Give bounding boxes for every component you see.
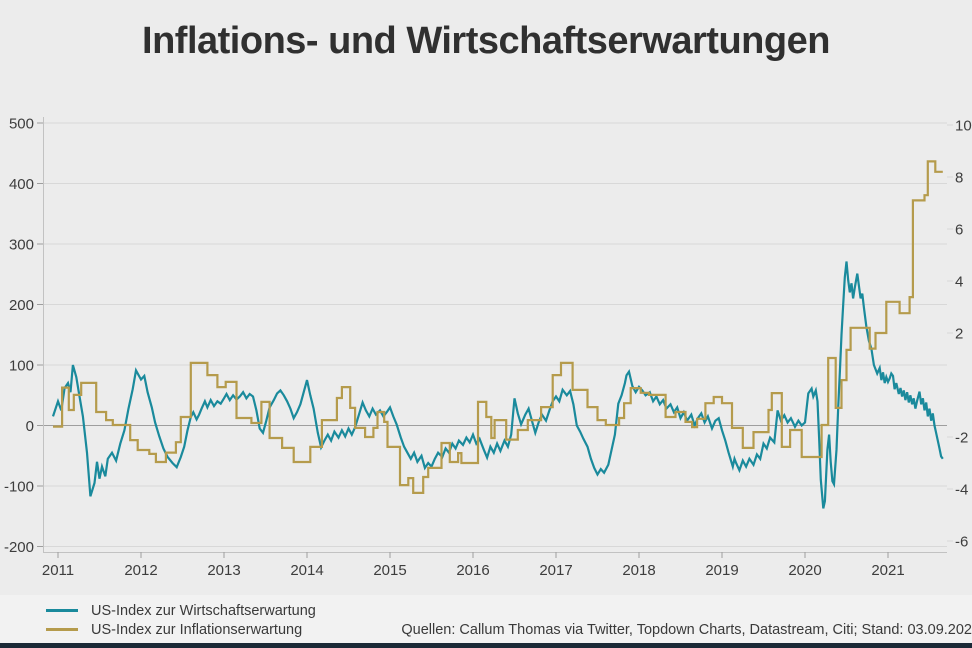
source-note: Quellen: Callum Thomas via Twitter, Topd… <box>401 622 972 638</box>
bottom-accent-bar <box>0 643 972 648</box>
left-axis-label: -100 <box>4 478 34 495</box>
x-axis-label: 2017 <box>539 562 572 579</box>
right-axis-label: 10 <box>955 117 972 134</box>
x-axis-label: 2020 <box>788 562 821 579</box>
left-axis-label: -200 <box>4 539 34 556</box>
legend-item-wirtschaftserwartung: US-Index zur Wirtschaftserwartung <box>46 601 316 620</box>
economic-expectations-line <box>51 261 944 509</box>
x-axis-label: 2019 <box>705 562 738 579</box>
x-axis-label: 2016 <box>456 562 489 579</box>
x-axis-label: 2018 <box>622 562 655 579</box>
inflation-line-swatch <box>46 628 78 631</box>
right-axis-label: 2 <box>955 325 963 342</box>
left-axis-label: 400 <box>9 176 34 193</box>
right-axis-label: 4 <box>955 273 963 290</box>
legend-label: US-Index zur Wirtschaftserwartung <box>91 602 316 619</box>
x-axis-label: 2021 <box>871 562 904 579</box>
right-axis-label: -2 <box>955 429 968 446</box>
right-axis-label: 8 <box>955 169 963 186</box>
page-title: Inflations- und Wirtschaftserwartungen <box>142 20 830 62</box>
left-axis-label: 0 <box>26 418 34 435</box>
left-axis-label: 200 <box>9 297 34 314</box>
right-axis-label: 6 <box>955 221 963 238</box>
x-axis-label: 2013 <box>207 562 240 579</box>
right-axis-label: -6 <box>955 533 968 550</box>
footer-strip <box>0 595 972 643</box>
legend-item-inflationserwartung: US-Index zur Inflationserwartung <box>46 620 316 639</box>
left-axis-label: 100 <box>9 357 34 374</box>
left-axis-label: 300 <box>9 236 34 253</box>
left-axis-label: 500 <box>9 115 34 132</box>
legend-label: US-Index zur Inflationserwartung <box>91 621 303 638</box>
x-axis-label: 2015 <box>373 562 406 579</box>
economic-line-swatch <box>46 609 78 612</box>
x-axis-label: 2014 <box>290 562 323 579</box>
x-axis-label: 2011 <box>42 562 74 579</box>
chart-legend: US-Index zur Wirtschaftserwartung US-Ind… <box>46 601 316 639</box>
x-axis-label: 2012 <box>124 562 157 579</box>
inflation-expectations-line <box>53 160 943 494</box>
right-axis-label: -4 <box>955 481 968 498</box>
